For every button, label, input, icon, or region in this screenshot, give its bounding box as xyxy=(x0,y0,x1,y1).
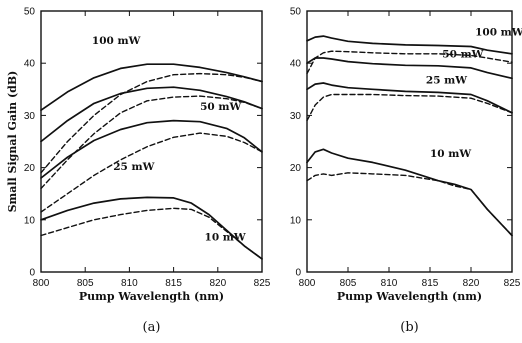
series-annotation: 50 mW xyxy=(442,49,483,61)
x-tick-label: 810 xyxy=(381,278,398,289)
x-tick-label: 800 xyxy=(299,278,316,289)
y-tick-label: 20 xyxy=(290,163,302,174)
x-tick-label: 800 xyxy=(33,278,50,289)
y-tick-label: 40 xyxy=(24,59,36,70)
y-tick-label: 30 xyxy=(24,111,36,122)
series-line-solid xyxy=(306,148,513,237)
series-line-solid xyxy=(306,82,513,114)
y-tick-label: 30 xyxy=(290,111,302,122)
x-tick-label: 805 xyxy=(77,278,94,289)
series-line-dashed xyxy=(40,207,263,260)
y-tick-label: 0 xyxy=(295,268,301,279)
x-tick-label: 805 xyxy=(340,278,357,289)
series-annotation: 100 mW xyxy=(92,35,141,47)
x-tick-label: 820 xyxy=(463,278,480,289)
y-tick-label: 20 xyxy=(24,163,36,174)
x-tick-label: 815 xyxy=(165,278,182,289)
y-tick-label: 40 xyxy=(290,59,302,70)
x-axis-title: Pump Wavelength (nm) xyxy=(337,290,482,303)
series-annotation: 10 mW xyxy=(205,232,246,244)
panel-b: 800 805 810 815 820 825 0 10 20 30 40 50 100 mW 50 mW… xyxy=(290,7,522,336)
series-line-solid xyxy=(40,86,263,143)
series-line-dashed xyxy=(306,50,513,75)
series-line-solid xyxy=(40,63,263,112)
panel-label: (a) xyxy=(143,320,161,335)
series-line-dashed xyxy=(40,95,263,190)
series-line-dashed xyxy=(40,72,263,174)
series-line-solid xyxy=(306,57,513,80)
x-tick-label: 815 xyxy=(422,278,439,289)
y-axis-title: Small Signal Gain (dB) xyxy=(6,71,19,213)
y-tick-label: 10 xyxy=(24,215,36,226)
series-line-solid xyxy=(40,119,263,179)
series-annotation: 50 mW xyxy=(200,101,241,113)
y-tick-label: 0 xyxy=(29,268,35,279)
x-axis-title: Pump Wavelength (nm) xyxy=(79,290,224,303)
series-annotation: 25 mW xyxy=(113,161,154,173)
x-tick-label: 810 xyxy=(121,278,138,289)
x-tick-label: 825 xyxy=(504,278,521,289)
series-line-dashed xyxy=(40,132,263,213)
y-tick-label: 10 xyxy=(290,215,302,226)
series-line-dashed xyxy=(306,93,513,122)
y-tick-label: 50 xyxy=(290,7,302,18)
series-annotation: 25 mW xyxy=(426,75,467,87)
series-line-solid xyxy=(306,35,513,55)
y-tick-label: 50 xyxy=(24,7,36,18)
plot-frame xyxy=(306,10,513,273)
series-annotation: 10 mW xyxy=(430,148,471,160)
x-tick-label: 825 xyxy=(254,278,271,289)
x-tick-label: 820 xyxy=(209,278,226,289)
panel-a: 800 805 810 815 820 825 0 10 20 30 40 50 100 mW 50 mW… xyxy=(6,7,271,336)
series-line-dashed xyxy=(306,172,513,237)
series-line-solid xyxy=(40,196,263,260)
series-annotation: 100 mW xyxy=(475,27,522,39)
panel-label: (b) xyxy=(400,320,418,335)
